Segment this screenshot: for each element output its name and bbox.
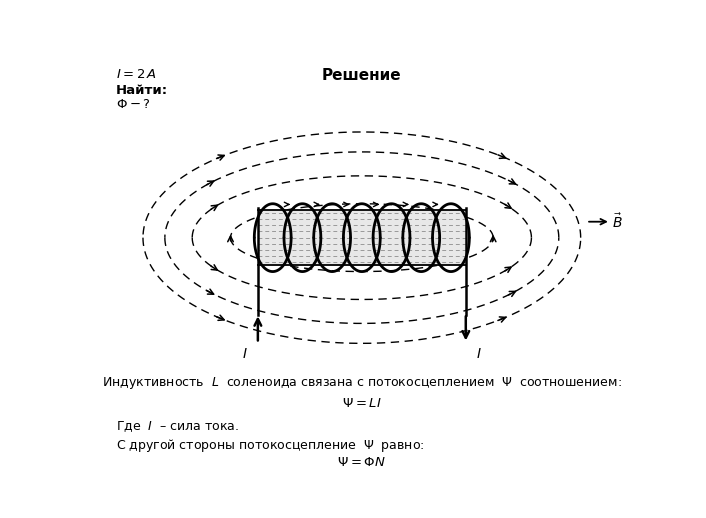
Text: $\Psi = LI$: $\Psi = LI$ (342, 397, 382, 410)
Text: Индуктивность  $L$  соленоида связана с потокосцеплением  $\Psi$  соотношением:: Индуктивность $L$ соленоида связана с по… (102, 375, 622, 391)
Bar (258, 210, 466, 265)
Text: С другой стороны потокосцепление  $\Psi$  равно:: С другой стороны потокосцепление $\Psi$ … (116, 437, 424, 454)
Text: Найти:: Найти: (116, 84, 168, 97)
Text: $\vec{B}$: $\vec{B}$ (612, 212, 623, 231)
Text: $I = 2\,A$: $I = 2\,A$ (116, 68, 157, 81)
Text: Где  $I$  – сила тока.: Где $I$ – сила тока. (116, 419, 239, 434)
Text: $I$: $I$ (242, 348, 248, 362)
Text: $I$: $I$ (476, 348, 481, 362)
Text: $\Psi = \Phi N$: $\Psi = \Phi N$ (337, 456, 386, 469)
Text: Решение: Решение (322, 68, 402, 83)
Text: $\Phi - ?$: $\Phi - ?$ (116, 98, 150, 111)
